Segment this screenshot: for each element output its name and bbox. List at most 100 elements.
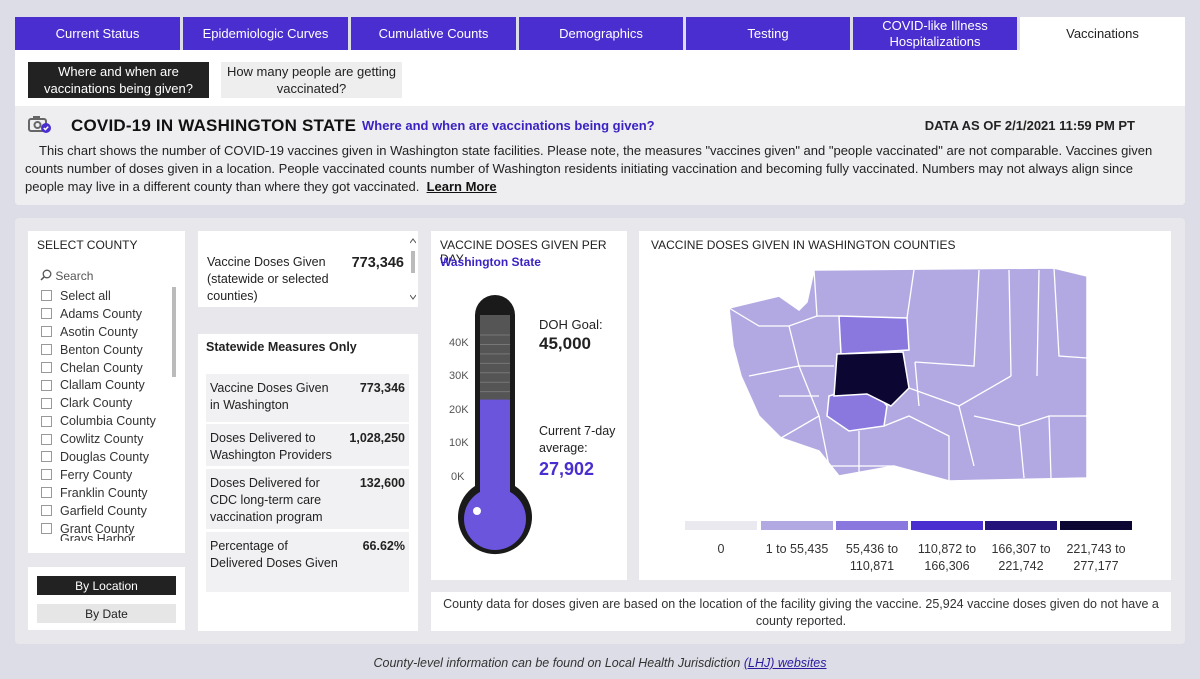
county-search[interactable]: Search xyxy=(40,269,93,283)
state-shape xyxy=(728,267,1088,482)
county-option[interactable]: Grant County xyxy=(41,520,166,538)
stat-label: Doses Delivered to Washington Providers xyxy=(210,431,332,462)
tab-current-status[interactable]: Current Status xyxy=(15,17,180,50)
tab-covid-like-illness[interactable]: COVID-like Illness Hospitalizations xyxy=(853,17,1017,50)
county-label: Garfield County xyxy=(60,503,147,518)
doses-given-value: 773,346 xyxy=(351,255,404,271)
county-option-select-all[interactable]: Select all xyxy=(41,287,166,305)
checkbox[interactable] xyxy=(41,344,52,356)
county-option[interactable]: Columbia County xyxy=(41,412,166,430)
where-when-button[interactable]: Where and when are vaccinations being gi… xyxy=(28,62,209,98)
footer-text: County-level information can be found on… xyxy=(373,656,741,670)
learn-more-link[interactable]: Learn More xyxy=(426,179,497,194)
legend-label: 221,743 to 277,177 xyxy=(1066,542,1126,573)
doses-given-label: Vaccine Doses Given (statewide or select… xyxy=(207,255,329,303)
doses-card-scrollbar[interactable] xyxy=(410,237,416,301)
map-title: VACCINE DOSES GIVEN IN WASHINGTON COUNTI… xyxy=(651,238,956,252)
statewide-measures-card: Statewide Measures Only Vaccine Doses Gi… xyxy=(198,334,418,631)
tab-epidemiologic-curves[interactable]: Epidemiologic Curves xyxy=(183,17,348,50)
county-slicer: SELECT COUNTY Search Select all Adams Co… xyxy=(28,231,185,553)
legend-swatch xyxy=(1060,521,1132,530)
stat-value: 66.62% xyxy=(362,539,405,553)
description: This chart shows the number of COVID-19 … xyxy=(25,142,1165,196)
county-option[interactable]: Douglas County xyxy=(41,448,166,466)
how-many-button[interactable]: How many people are getting vaccinated? xyxy=(221,62,402,98)
county-option[interactable]: Franklin County xyxy=(41,484,166,502)
checkbox[interactable] xyxy=(41,362,52,373)
county-option[interactable]: Benton County xyxy=(41,341,166,359)
county-label: Adams County xyxy=(60,306,142,321)
county-label: Select all xyxy=(60,288,111,303)
county-label: Columbia County xyxy=(60,414,156,429)
legend-label: 166,307 to 221,742 xyxy=(991,542,1051,573)
county-list-scrollbar[interactable] xyxy=(172,287,176,377)
tick-label: 0K xyxy=(451,471,465,483)
checkbox[interactable] xyxy=(41,487,52,499)
checkbox[interactable] xyxy=(41,290,52,302)
checkbox[interactable] xyxy=(41,397,52,409)
county-borders xyxy=(728,267,1088,481)
header-panel: Where and when are vaccinations being gi… xyxy=(15,50,1185,205)
tick-label: 30K xyxy=(449,370,469,382)
checkbox[interactable] xyxy=(41,415,52,427)
doses-given-card: Vaccine Doses Given (statewide or select… xyxy=(198,231,418,307)
stat-value: 1,028,250 xyxy=(349,431,405,445)
page-title: COVID-19 IN WASHINGTON STATE xyxy=(71,116,357,135)
checkbox[interactable] xyxy=(41,523,52,535)
tab-testing[interactable]: Testing xyxy=(686,17,850,50)
info-bar: COVID-19 IN WASHINGTON STATE Where and w… xyxy=(15,106,1185,205)
county-option[interactable]: Garfield County xyxy=(41,502,166,520)
view-toggle-card: By Location By Date xyxy=(28,567,185,630)
by-location-button[interactable]: By Location xyxy=(37,576,176,595)
county-option[interactable]: Ferry County xyxy=(41,466,166,484)
checkbox[interactable] xyxy=(41,379,52,391)
county-option[interactable]: Clallam County xyxy=(41,376,166,394)
county-option[interactable]: Adams County xyxy=(41,305,166,323)
tick-label: 20K xyxy=(449,404,469,416)
county-option[interactable]: Asotin County xyxy=(41,323,166,341)
checkbox[interactable] xyxy=(41,469,52,481)
checkbox[interactable] xyxy=(41,326,52,338)
county-king xyxy=(833,351,910,407)
legend-label: 55,436 to 110,871 xyxy=(845,542,899,573)
checkbox[interactable] xyxy=(41,505,52,517)
checkbox[interactable] xyxy=(41,451,52,463)
tab-demographics[interactable]: Demographics xyxy=(519,17,683,50)
county-label: Franklin County xyxy=(60,485,148,500)
data-as-of: DATA AS OF 2/1/2021 11:59 PM PT xyxy=(924,118,1135,133)
thermometer-title: VACCINE DOSES GIVEN PER DAY xyxy=(440,238,607,266)
county-label: Grant County xyxy=(60,521,135,536)
thermometer-graphic xyxy=(458,295,532,555)
county-snohomish xyxy=(838,315,910,355)
legend-swatch xyxy=(836,521,908,530)
checkbox[interactable] xyxy=(41,433,52,445)
checkbox[interactable] xyxy=(41,308,52,320)
tick-label: 40K xyxy=(449,337,469,349)
description-text: This chart shows the number of COVID-19 … xyxy=(25,143,1153,194)
county-map-card: VACCINE DOSES GIVEN IN WASHINGTON COUNTI… xyxy=(639,231,1171,580)
tab-cumulative-counts[interactable]: Cumulative Counts xyxy=(351,17,516,50)
county-option[interactable]: Clark County xyxy=(41,394,166,412)
main-panel: SELECT COUNTY Search Select all Adams Co… xyxy=(15,218,1185,644)
avg-value: 27,902 xyxy=(539,459,595,479)
county-option[interactable]: Cowlitz County xyxy=(41,430,166,448)
stat-value: 773,346 xyxy=(359,381,405,395)
page-subtitle: Where and when are vaccinations being gi… xyxy=(362,118,655,133)
stat-label: Vaccine Doses Given in Washington xyxy=(210,381,329,412)
county-label: Asotin County xyxy=(60,324,138,339)
tab-vaccinations[interactable]: Vaccinations xyxy=(1020,17,1185,50)
camera-icon xyxy=(28,116,51,133)
county-slicer-title: SELECT COUNTY xyxy=(37,238,138,252)
stat-row-percentage: Percentage of Delivered Doses Given 66.6… xyxy=(206,532,409,592)
washington-map[interactable] xyxy=(719,266,1099,506)
stat-row-doses-delivered: Doses Delivered to Washington Providers … xyxy=(206,424,409,466)
county-option[interactable]: Chelan County xyxy=(41,359,166,377)
by-date-button[interactable]: By Date xyxy=(37,604,176,623)
county-option[interactable]: Grays Harbor County xyxy=(41,532,166,541)
footer: County-level information can be found on… xyxy=(0,656,1200,670)
county-label: Clallam County xyxy=(60,378,145,393)
map-note: County data for doses given are based on… xyxy=(431,592,1171,631)
tick-label: 10K xyxy=(449,437,469,449)
lhj-websites-link[interactable]: (LHJ) websites xyxy=(743,656,827,670)
goal-value: 45,000 xyxy=(539,334,591,353)
